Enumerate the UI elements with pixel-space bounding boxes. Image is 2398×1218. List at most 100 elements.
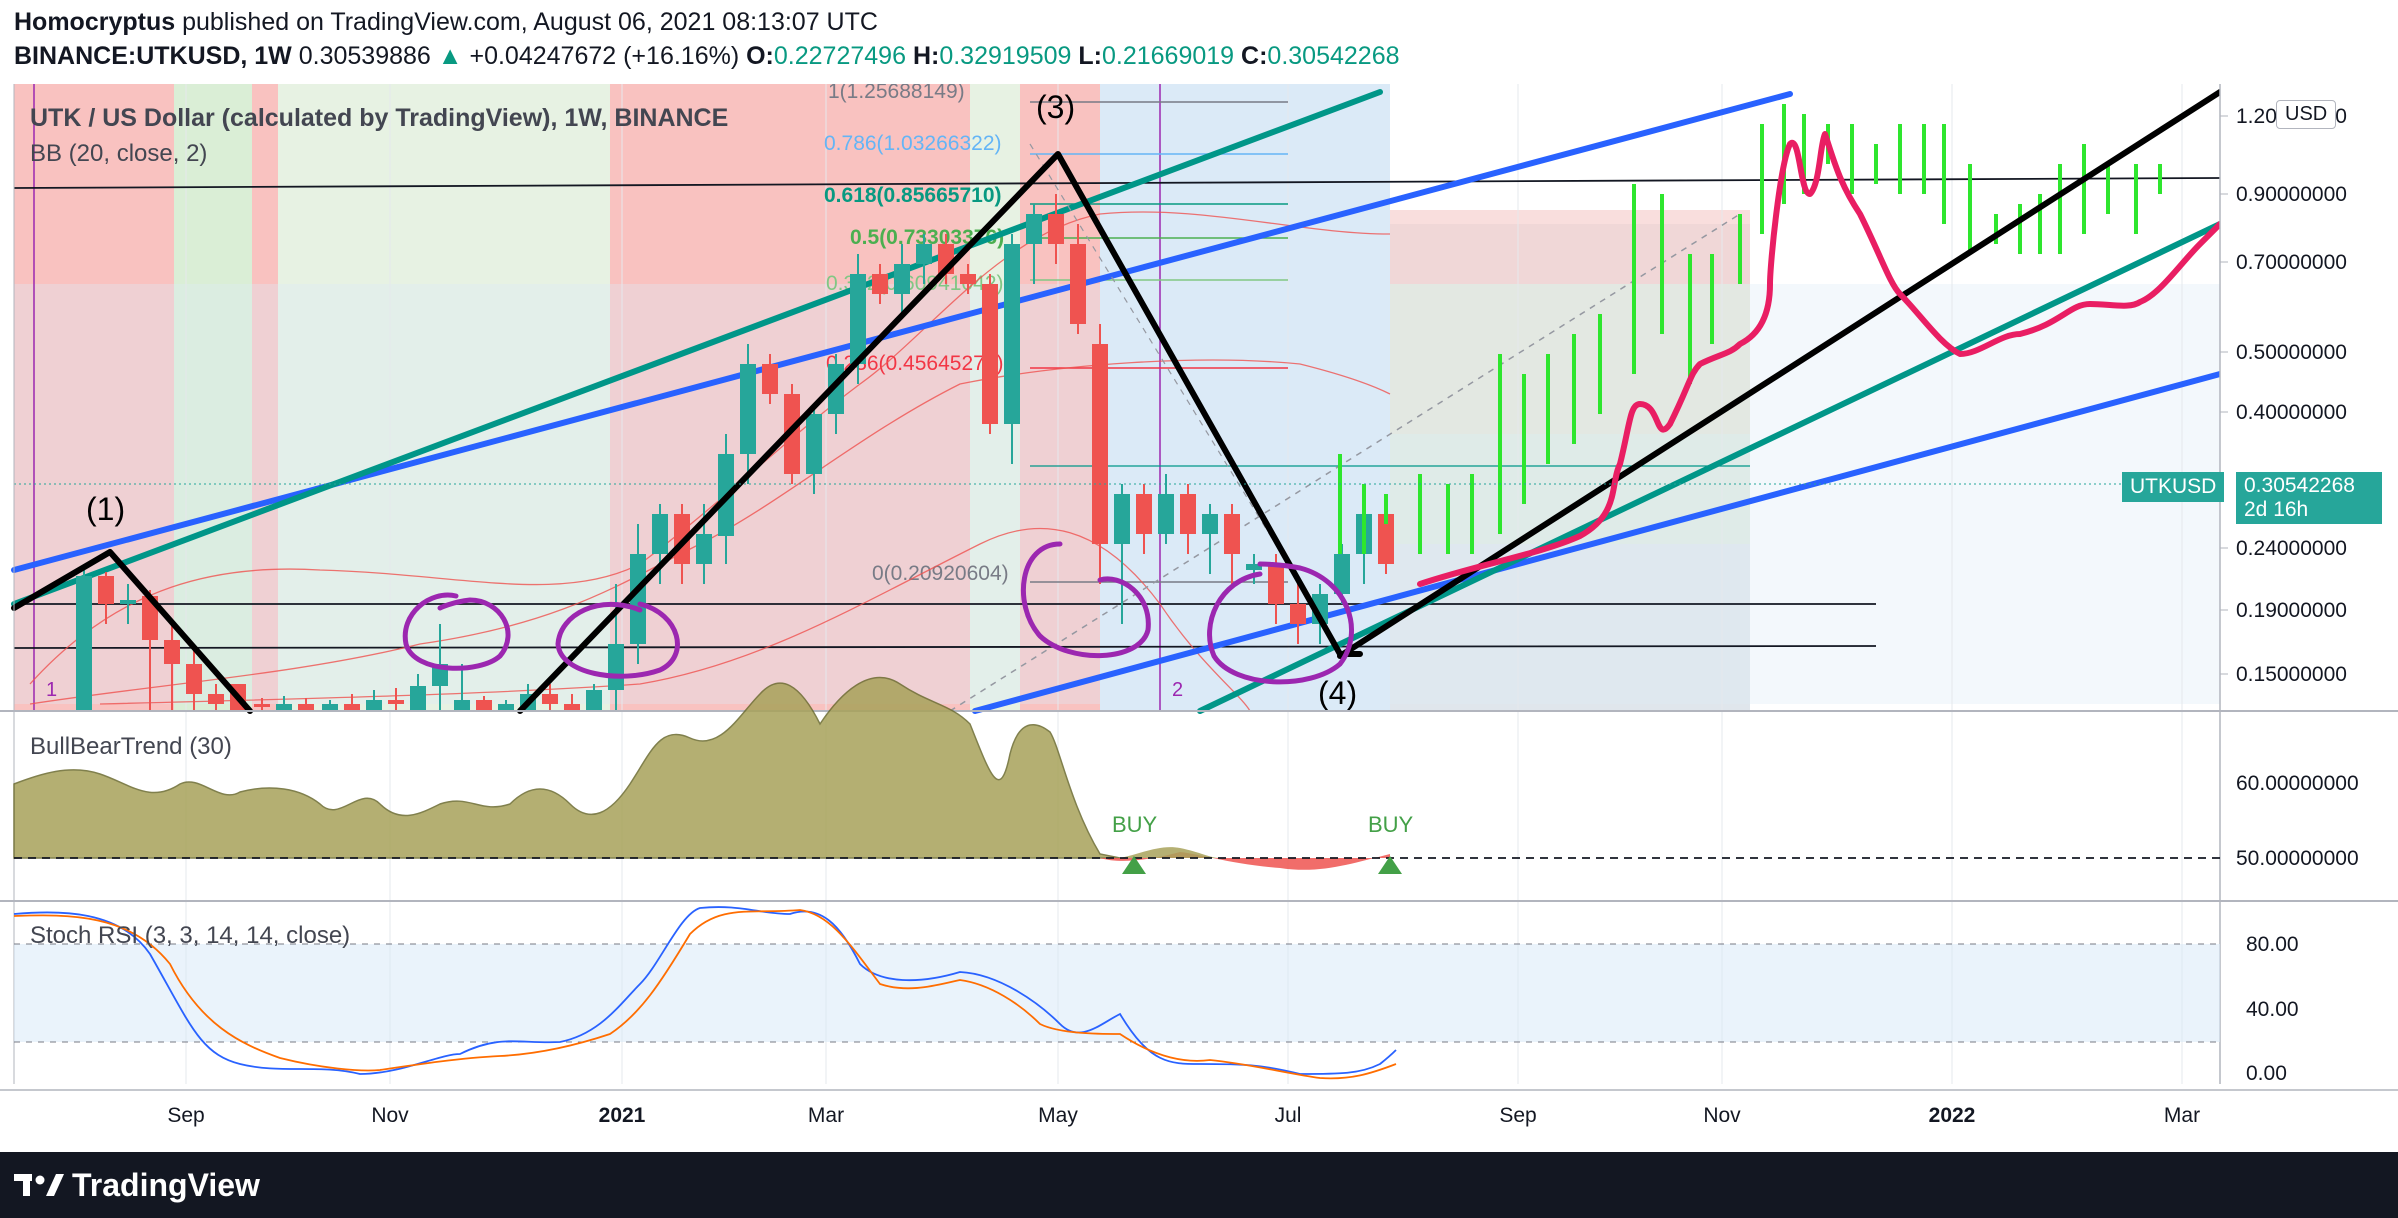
bullbear-title[interactable]: BullBearTrend (30) <box>30 733 232 760</box>
candle[interactable] <box>784 394 800 474</box>
candle[interactable] <box>120 600 136 604</box>
x-tick: Nov <box>1703 1104 1741 1127</box>
fib-label: 0.618(0.85665710) <box>824 184 1002 207</box>
candle[interactable] <box>916 244 932 264</box>
candle[interactable] <box>762 364 778 394</box>
candle[interactable] <box>1092 344 1108 544</box>
symbol-label[interactable]: BINANCE:UTKUSD, 1W <box>14 42 292 70</box>
candle[interactable] <box>608 644 624 690</box>
zone-red <box>1020 84 1100 711</box>
candle[interactable] <box>1180 494 1196 534</box>
fib-label: 0.382(0.60941042) <box>826 272 1004 295</box>
candle[interactable] <box>1004 244 1020 424</box>
candle[interactable] <box>630 554 646 644</box>
candle[interactable] <box>542 694 558 704</box>
stoch-rsi-pane[interactable]: 80.00 40.00 0.00 <box>13 906 2299 1085</box>
y-tick: 0.70000000 <box>2236 251 2347 274</box>
candle[interactable] <box>1224 514 1240 554</box>
bb-indicator-title[interactable]: BB (20, close, 2) <box>30 140 208 167</box>
stoch-band <box>14 944 2220 1042</box>
candle[interactable] <box>740 364 756 454</box>
candle[interactable] <box>1136 494 1152 534</box>
stoch-d-line <box>13 909 1397 1080</box>
x-tick: Jul <box>1275 1104 1302 1127</box>
high-label: H: <box>912 42 940 70</box>
candle[interactable] <box>850 274 866 364</box>
candle[interactable] <box>142 596 158 640</box>
fib-label: 0.5(0.73303376) <box>850 226 1004 249</box>
candle[interactable] <box>76 576 92 711</box>
session-mark: 2 <box>1172 679 1183 701</box>
close-label: C: <box>1241 42 1268 70</box>
close-value: 0.30542268 <box>1267 42 1400 70</box>
candle[interactable] <box>960 274 976 284</box>
candle[interactable] <box>322 704 338 711</box>
candle[interactable] <box>1048 214 1064 244</box>
buy-signal: BUY <box>1368 812 1414 837</box>
tradingview-logo[interactable]: TradingView <box>14 1165 260 1205</box>
bullbear-pane[interactable]: BUY BUY 60.00000000 50.00000000 <box>13 676 2359 874</box>
candle[interactable] <box>564 704 580 711</box>
buy-arrow-icon <box>1122 856 1146 874</box>
candle[interactable] <box>298 704 314 711</box>
candle[interactable] <box>254 704 270 707</box>
candle[interactable] <box>388 700 404 704</box>
candle[interactable] <box>366 700 382 711</box>
y-tick: 0.90000000 <box>2236 183 2347 206</box>
time-axis[interactable]: Sep Nov 2021 Mar May Jul Sep Nov 2022 Ma… <box>167 1104 2200 1127</box>
candle[interactable] <box>894 264 910 294</box>
x-tick: Nov <box>371 1104 409 1127</box>
candle[interactable] <box>1158 494 1174 534</box>
candle[interactable] <box>98 576 114 604</box>
currency-button[interactable]: USD <box>2276 100 2337 129</box>
annotation-circles[interactable] <box>402 541 1355 685</box>
candle[interactable] <box>410 686 426 711</box>
buy-signal: BUY <box>1112 812 1158 837</box>
candle[interactable] <box>1268 564 1284 604</box>
price-axis[interactable] <box>2220 84 2398 1084</box>
y-tick: 0.40000000 <box>2236 401 2347 424</box>
x-tick: Mar <box>808 1104 844 1127</box>
author-name[interactable]: Homocryptus <box>14 8 176 36</box>
candle[interactable] <box>872 274 888 294</box>
stoch-title[interactable]: Stoch RSI (3, 3, 14, 14, close) <box>30 922 351 949</box>
candle[interactable] <box>982 284 998 424</box>
fib-label: 0.236(0.45645270) <box>826 352 1004 375</box>
candle[interactable] <box>1114 494 1130 544</box>
candle[interactable] <box>1290 604 1306 624</box>
candle[interactable] <box>164 640 180 664</box>
candle[interactable] <box>1378 514 1394 564</box>
price-chart[interactable]: 1 2 1(1.25688149) 0.786(1.03266322) 0.61… <box>0 84 2398 1152</box>
candle[interactable] <box>208 694 224 704</box>
candle[interactable] <box>476 700 492 711</box>
candle[interactable] <box>1070 244 1086 324</box>
candle[interactable] <box>1246 564 1262 570</box>
candle[interactable] <box>276 704 292 711</box>
brand-name: TradingView <box>72 1166 260 1203</box>
zone-green <box>174 84 252 711</box>
y-tick: 50.00000000 <box>2236 847 2359 870</box>
y-tick: 0.00 <box>2246 1062 2287 1085</box>
y-tick: 60.00000000 <box>2236 772 2359 795</box>
bullbear-area <box>13 676 1121 859</box>
main-pane-title[interactable]: UTK / US Dollar (calculated by TradingVi… <box>30 104 729 132</box>
wave-label: (4) <box>1318 675 1357 711</box>
price-badge-value: 0.30542268 <box>2244 474 2355 497</box>
fib-label: 0(0.20920604) <box>872 562 1009 585</box>
candle[interactable] <box>344 704 360 711</box>
candle[interactable] <box>586 690 602 711</box>
candle[interactable] <box>1202 514 1218 534</box>
candle[interactable] <box>806 414 822 474</box>
candle[interactable] <box>696 534 712 564</box>
candle[interactable] <box>186 664 202 694</box>
candle[interactable] <box>454 700 470 711</box>
trend-channels[interactable] <box>11 89 2223 714</box>
footer-bar: TradingView <box>0 1152 2398 1218</box>
price-badge-time: 2d 16h <box>2244 498 2309 521</box>
candle[interactable] <box>498 704 514 711</box>
open-value: 0.22727496 <box>773 42 906 70</box>
candle[interactable] <box>1026 214 1042 244</box>
projection-path[interactable] <box>1417 131 2223 587</box>
candle[interactable] <box>652 514 668 554</box>
candle[interactable] <box>1334 554 1350 594</box>
